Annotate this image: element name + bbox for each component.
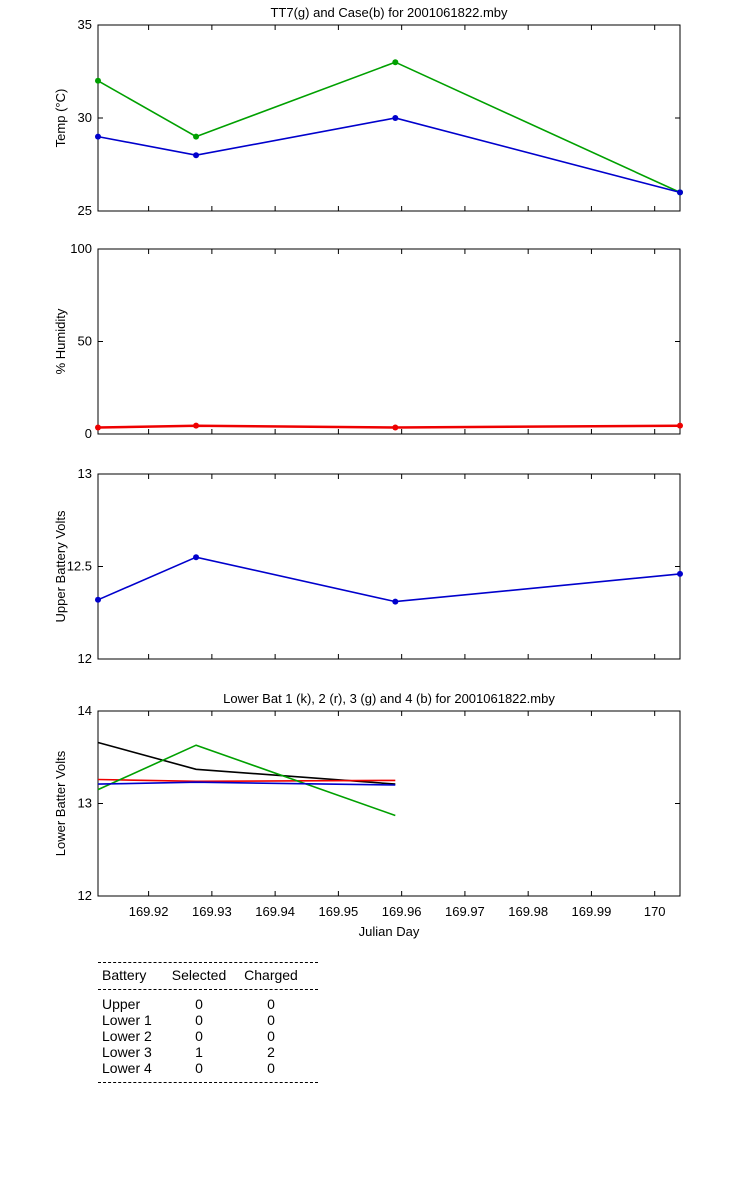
data-point — [95, 77, 101, 84]
x-tick-label: 169.93 — [192, 904, 232, 919]
y-tick-label: 50 — [78, 334, 92, 349]
row-charged: 0 — [267, 1012, 275, 1028]
battery-summary-table: Battery Selected Charged Upper 0 0 Lower… — [98, 962, 318, 1083]
y-tick-label: 100 — [70, 241, 92, 256]
table-row: Lower 3 1 2 — [98, 1044, 318, 1060]
table-row: Upper 0 0 — [98, 996, 318, 1012]
row-selected: 1 — [195, 1044, 203, 1060]
x-tick-label: 169.95 — [319, 904, 359, 919]
y-tick-label: 25 — [78, 203, 92, 218]
data-point — [95, 133, 101, 140]
x-axis-label: Julian Day — [359, 924, 420, 939]
row-selected: 0 — [195, 1060, 203, 1076]
chart-title-4: Lower Bat 1 (k), 2 (r), 3 (g) and 4 (b) … — [223, 691, 555, 706]
row-charged: 2 — [267, 1044, 275, 1060]
x-tick-label: 169.99 — [572, 904, 612, 919]
y-tick-label: 12.5 — [67, 559, 92, 574]
data-point — [193, 133, 200, 140]
y-axis-label-4: Lower Batter Volts — [53, 750, 68, 856]
series-line-4-3 — [97, 744, 396, 817]
row-battery: Lower 4 — [102, 1060, 152, 1076]
table-row: Lower 4 0 0 — [98, 1060, 318, 1076]
row-battery: Lower 2 — [102, 1028, 152, 1044]
y-tick-label: 0 — [85, 426, 92, 441]
series-line-1-1 — [97, 61, 681, 194]
y-axis-label-3: Upper Battery Volts — [53, 510, 68, 622]
plot-frame-3 — [97, 473, 681, 660]
table-header-rule — [98, 989, 318, 990]
row-charged: 0 — [267, 1060, 275, 1076]
y-tick-label: 13 — [78, 466, 92, 481]
row-battery: Upper — [102, 996, 141, 1012]
data-point — [95, 596, 101, 603]
x-tick-label: 169.98 — [508, 904, 548, 919]
data-point — [677, 422, 683, 429]
row-selected: 0 — [195, 996, 203, 1012]
data-point — [193, 152, 200, 159]
y-tick-label: 12 — [78, 651, 92, 666]
plot-frame-1 — [97, 24, 681, 212]
row-battery: Lower 1 — [102, 1012, 152, 1028]
y-tick-label: 30 — [78, 110, 92, 125]
y-axis-label-1: Temp (°C) — [53, 89, 68, 148]
table-row: Lower 1 0 0 — [98, 1012, 318, 1028]
series-line-4-1 — [97, 741, 396, 785]
data-point — [677, 189, 683, 196]
header-selected: Selected — [171, 967, 227, 983]
y-axis-label-2: % Humidity — [53, 308, 68, 374]
data-point — [392, 59, 399, 66]
figure: 25 30 35 TT7(g) and Case(b) for 2001061822.… — [53, 5, 683, 939]
row-selected: 0 — [195, 1028, 203, 1044]
y-tick-label: 12 — [78, 888, 92, 903]
plot-frame-4 — [97, 710, 681, 897]
series-line-2-1 — [97, 424, 681, 429]
data-point — [193, 554, 200, 561]
y-tick-label: 14 — [78, 703, 92, 718]
table-header-row: Battery Selected Charged — [98, 967, 318, 983]
header-battery: Battery — [102, 967, 147, 983]
data-point — [392, 424, 399, 431]
series-line-3-1 — [97, 556, 681, 603]
data-point — [95, 424, 101, 431]
y-tick-label: 13 — [78, 796, 92, 811]
data-point — [392, 598, 399, 605]
table-row: Lower 2 0 0 — [98, 1028, 318, 1044]
data-point — [193, 422, 200, 429]
x-tick-label: 169.96 — [382, 904, 422, 919]
table-bottom-rule — [98, 1082, 318, 1083]
data-point — [677, 570, 683, 577]
chart-title-1: TT7(g) and Case(b) for 2001061822.mby — [270, 5, 508, 20]
table-top-rule — [98, 962, 318, 963]
x-tick-label: 169.94 — [255, 904, 295, 919]
header-charged: Charged — [244, 967, 298, 983]
series-line-4-4 — [97, 781, 396, 786]
x-tick-label: 169.92 — [129, 904, 169, 919]
row-selected: 0 — [195, 1012, 203, 1028]
row-battery: Lower 3 — [102, 1044, 152, 1060]
plot-frame-2 — [97, 248, 681, 435]
row-charged: 0 — [267, 996, 275, 1012]
x-tick-label: 170 — [644, 904, 666, 919]
y-tick-label: 35 — [78, 17, 92, 32]
row-charged: 0 — [267, 1028, 275, 1044]
x-tick-label: 169.97 — [445, 904, 485, 919]
series-line-1-2 — [97, 117, 681, 194]
series-line-4-2 — [97, 778, 396, 783]
data-point — [392, 115, 399, 121]
